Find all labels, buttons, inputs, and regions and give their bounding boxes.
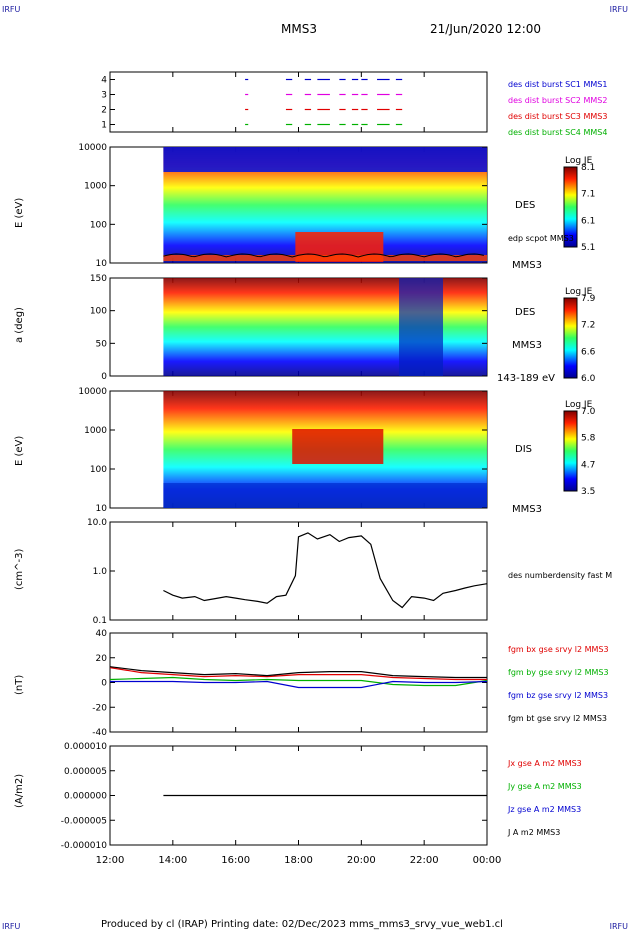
corner-label-bottom-right: IRFU — [609, 922, 628, 931]
y-tick-label-fgm: -40 — [92, 728, 107, 738]
y-tick-label-fgm: 0 — [101, 679, 107, 689]
colorbar-tick-des-e: 5.1 — [581, 243, 595, 253]
legend-burst: des dist burst SC3 MMS3 — [508, 112, 607, 121]
legend-current: Jy gse A m2 MMS3 — [507, 782, 582, 791]
dis-low-energy-band — [163, 483, 488, 508]
side-label-des-pa: DES — [515, 307, 535, 318]
y-tick-label-burst: 1 — [101, 121, 107, 131]
y-tick-label-density: 1.0 — [93, 567, 108, 577]
legend-current: Jx gse A m2 MMS3 — [507, 759, 582, 768]
y-tick-label-dis-e: 1000 — [84, 426, 107, 436]
colorbar-des-e — [563, 166, 578, 248]
legend-burst: des dist burst SC1 MMS1 — [508, 80, 607, 89]
y-tick-label-density: 0.1 — [93, 616, 107, 626]
x-tick-label: 18:00 — [284, 855, 313, 866]
y-tick-label-des-e: 10 — [96, 259, 108, 269]
side-label-des-e: DES — [515, 200, 535, 211]
colorbar-tick-dis-e: 7.0 — [581, 407, 596, 417]
y-tick-label-des-pa: 100 — [90, 307, 107, 317]
header-spacecraft: MMS3 — [281, 22, 317, 36]
corner-label-bottom-left: IRFU — [2, 922, 21, 931]
legend-burst: des dist burst SC2 MMS2 — [508, 96, 607, 105]
legend-current: J A m2 MMS3 — [507, 828, 560, 837]
side-label-dis-e-sc: MMS3 — [512, 504, 542, 515]
colorbar-des-pa — [563, 297, 578, 379]
series-line-fgm — [110, 680, 488, 689]
y-tick-label-fgm: 40 — [96, 629, 108, 639]
footer-text: Produced by cl (IRAP) Printing date: 02/… — [101, 919, 503, 930]
series-line-fgm — [109, 676, 488, 687]
x-tick-label: 14:00 — [158, 855, 187, 866]
scpot-line — [163, 253, 485, 258]
y-tick-label-current: 0.000005 — [64, 767, 107, 777]
des-bottom-band — [163, 255, 488, 261]
y-tick-label-des-e: 10000 — [78, 143, 107, 153]
corner-label-top-right: IRFU — [609, 5, 628, 14]
colorbar-tick-des-e: 8.1 — [581, 163, 595, 173]
y-tick-label-burst: 3 — [101, 91, 107, 101]
colorbar-tick-des-pa: 6.0 — [581, 374, 596, 384]
series-line-fgm — [109, 666, 487, 679]
y-tick-label-current: 0.000010 — [64, 742, 107, 752]
des-high-energy-band — [163, 147, 488, 172]
side-label-des-e-scpot: edp scpot MMS3 — [508, 234, 574, 243]
side-label-des-pa-sc: MMS3 — [512, 340, 542, 351]
colorbar-tick-des-pa: 7.9 — [581, 294, 596, 304]
y-tick-label-des-e: 100 — [90, 220, 107, 230]
y-tick-label-des-e: 1000 — [84, 182, 107, 192]
colorbar-tick-des-e: 7.1 — [581, 190, 595, 200]
y-tick-label-current: -0.000010 — [61, 841, 107, 851]
legend-burst: des dist burst SC4 MMS4 — [508, 128, 607, 137]
y-tick-label-current: -0.000005 — [61, 816, 107, 826]
pa-low-flux-region — [399, 278, 444, 376]
legend-fgm: fgm by gse srvy l2 MMS3 — [508, 668, 609, 677]
y-tick-label-fgm: 20 — [96, 654, 108, 664]
y-tick-label-dis-e: 10 — [96, 504, 108, 514]
side-label-des-e-sc: MMS3 — [512, 260, 542, 271]
dis-red-region — [292, 429, 384, 464]
series-line-fgm — [109, 667, 487, 681]
y-tick-label-burst: 4 — [101, 76, 107, 86]
legend-fgm: fgm bx gse srvy l2 MMS3 — [508, 645, 609, 654]
legend-current: Jz gse A m2 MMS3 — [507, 805, 581, 814]
legend-fgm: fgm bt gse srvy l2 MMS3 — [508, 714, 607, 723]
colorbar-tick-dis-e: 5.8 — [581, 434, 596, 444]
header-datetime: 21/Jun/2020 12:00 — [430, 22, 542, 36]
y-tick-label-fgm: -20 — [92, 703, 107, 713]
colorbar-tick-des-e: 6.1 — [581, 216, 595, 226]
y-tick-label-burst: 2 — [101, 106, 107, 116]
side-label-dis-e: DIS — [515, 444, 532, 455]
corner-label-top-left: IRFU — [2, 5, 21, 14]
x-tick-label: 16:00 — [221, 855, 250, 866]
colorbar-title-des-e: Log JE — [565, 156, 593, 166]
y-tick-label-des-pa: 50 — [96, 339, 108, 349]
x-tick-label: 22:00 — [410, 855, 439, 866]
y-tick-label-des-pa: 0 — [101, 372, 107, 382]
series-line-density — [163, 532, 488, 609]
y-tick-label-density: 10.0 — [87, 518, 107, 528]
colorbar-tick-des-pa: 7.2 — [581, 321, 595, 331]
side-label-des-pa-energy: 143-189 eV — [497, 373, 555, 384]
legend-fgm: fgm bz gse srvy l2 MMS3 — [508, 691, 608, 700]
x-tick-label: 00:00 — [473, 855, 502, 866]
colorbar-tick-dis-e: 4.7 — [581, 460, 595, 470]
panel-frame-burst — [109, 71, 488, 133]
colorbar-title-des-pa: Log JE — [565, 287, 593, 297]
y-tick-label-current: 0.000000 — [64, 792, 107, 802]
colorbar-dis-e — [563, 410, 578, 492]
colorbar-title-dis-e: Log JE — [565, 400, 593, 410]
x-tick-label: 20:00 — [347, 855, 376, 866]
legend-density: des numberdensity fast M — [508, 571, 612, 580]
y-tick-label-dis-e: 100 — [90, 465, 107, 475]
y-tick-label-des-pa: 150 — [90, 274, 107, 284]
colorbar-tick-des-pa: 6.6 — [581, 347, 596, 357]
colorbar-tick-dis-e: 3.5 — [581, 487, 595, 497]
x-tick-label: 12:00 — [96, 855, 125, 866]
y-tick-label-dis-e: 10000 — [78, 387, 107, 397]
